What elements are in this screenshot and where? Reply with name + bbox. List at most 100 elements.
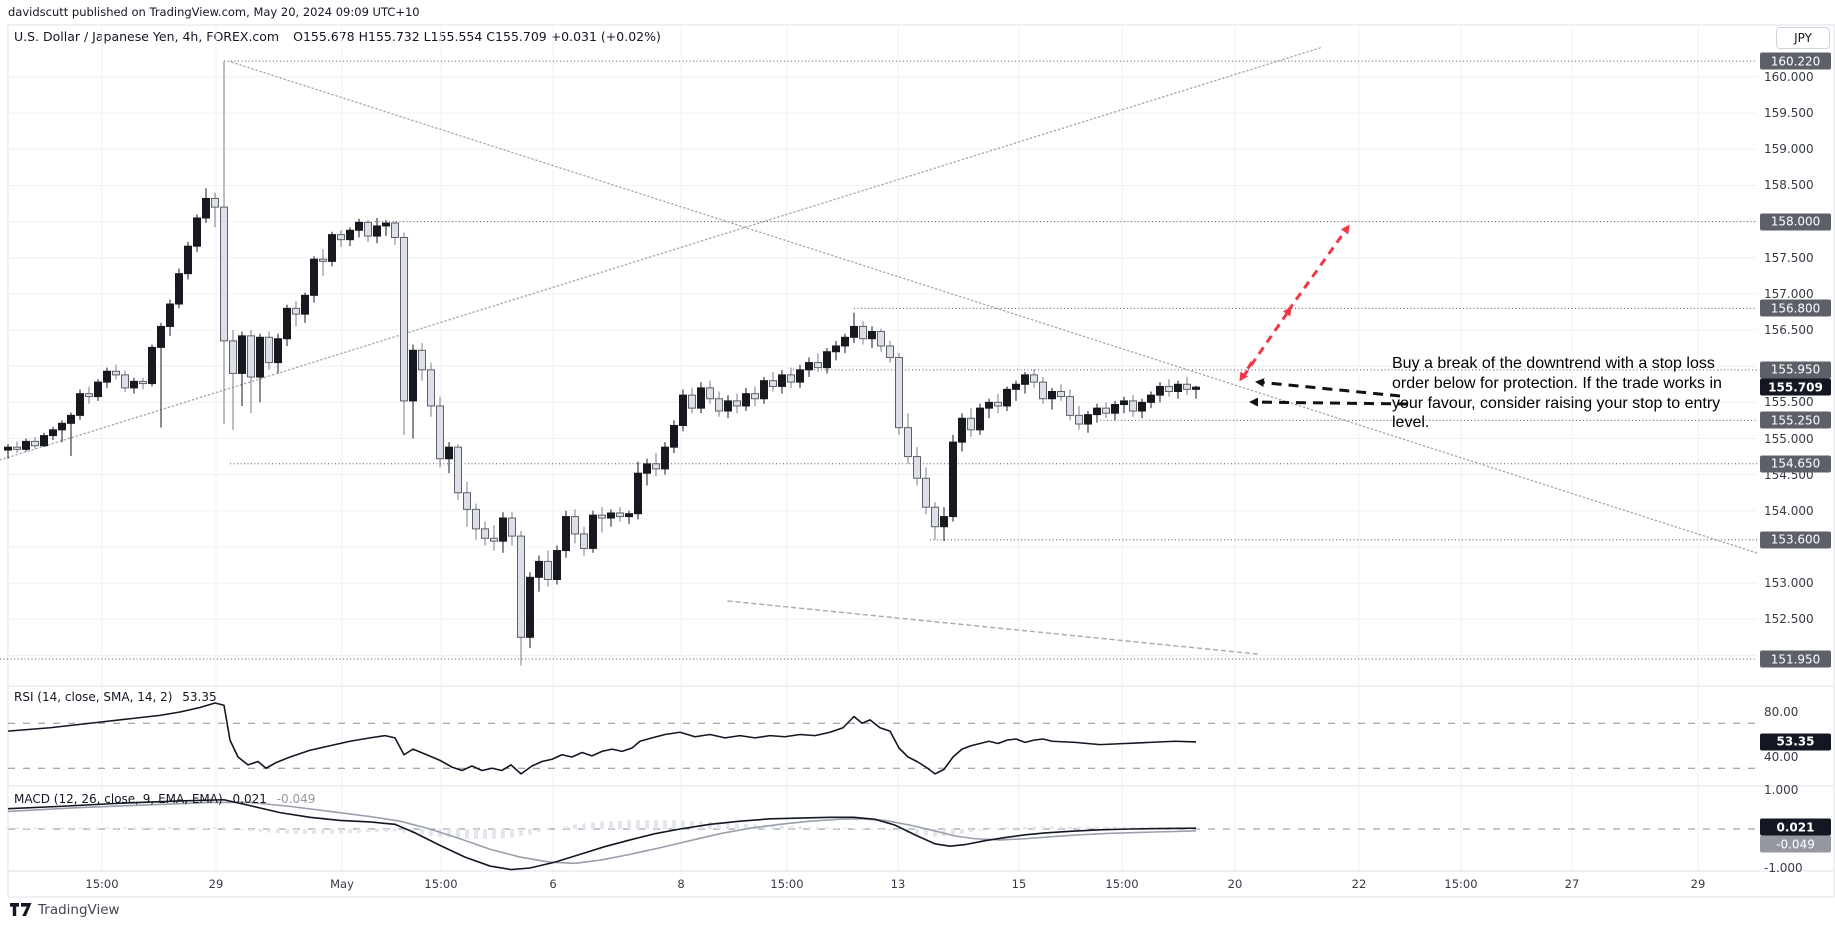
rsi-line <box>7 702 1197 775</box>
entry-stop-pointer-arrow <box>1249 397 1409 407</box>
price-level-badge: 155.950 <box>1760 361 1831 379</box>
candle <box>652 452 660 477</box>
candle <box>130 377 138 394</box>
currency-toggle-button[interactable]: JPY <box>1776 27 1830 49</box>
candle <box>787 367 795 388</box>
candle <box>697 382 705 414</box>
candle <box>1084 411 1092 433</box>
candle <box>337 230 345 247</box>
trendline-downtrend <box>227 60 1758 554</box>
time-axis-label: 8 <box>677 877 685 891</box>
candle <box>445 442 453 474</box>
candle <box>769 371 777 392</box>
candle <box>850 312 858 344</box>
candle <box>184 241 192 280</box>
drawing-arrows[interactable] <box>1239 224 1409 407</box>
candle <box>247 330 255 414</box>
tradingview-logo-icon <box>10 903 32 916</box>
candle <box>922 467 930 515</box>
price-axis-label: 156.500 <box>1764 323 1814 338</box>
rsi-pane <box>7 702 1757 775</box>
candle <box>778 369 786 394</box>
time-axis-label: 22 <box>1351 877 1367 891</box>
symbol-header[interactable]: U.S. Dollar / Japanese Yen, 4h, FOREX.co… <box>14 29 661 44</box>
macd-signal-value: -0.049 <box>276 792 316 806</box>
candle <box>364 220 372 242</box>
candle <box>310 256 318 303</box>
candle <box>391 221 399 245</box>
candle <box>733 393 741 414</box>
candle <box>409 344 417 439</box>
candle <box>1165 379 1173 397</box>
trade-note[interactable]: Buy a break of the downtrend with a stop… <box>1392 355 1722 432</box>
candle <box>904 413 912 464</box>
price-axis-label: 160.000 <box>1764 70 1814 84</box>
candle <box>436 396 444 468</box>
publish-info: davidscutt published on TradingView.com,… <box>8 5 420 19</box>
price-level-lines[interactable] <box>0 60 1757 660</box>
candle <box>913 447 921 486</box>
candle <box>715 391 723 417</box>
candle <box>877 328 885 352</box>
time-axis-label: 6 <box>549 877 557 891</box>
candle <box>427 362 435 417</box>
candle <box>22 438 30 452</box>
candle <box>796 364 804 388</box>
time-axis-label: 15:00 <box>424 877 458 891</box>
candle <box>1021 371 1029 394</box>
ohlc-values: O155.678 H155.732 L155.554 C155.709 +0.0… <box>293 29 661 44</box>
candle <box>1183 377 1191 396</box>
trendlines[interactable] <box>0 46 1758 655</box>
candle <box>166 299 174 336</box>
candle <box>472 503 480 540</box>
price-axis-label: 153.000 <box>1764 576 1814 591</box>
candle <box>1057 384 1065 401</box>
candle <box>1048 387 1056 410</box>
candle <box>706 380 714 404</box>
entry-stop-pointer-arrow <box>1255 378 1401 398</box>
price-axis-label: 154.000 <box>1764 503 1814 518</box>
current-price-badge: 155.709 <box>1760 378 1831 396</box>
symbol-title: U.S. Dollar / Japanese Yen, 4h, FOREX.co… <box>14 29 280 44</box>
macd-axis-label: 1.000 <box>1764 783 1799 797</box>
candle <box>931 502 939 540</box>
gridlines <box>9 26 1757 871</box>
candle <box>985 398 993 419</box>
price-level-badge: 154.650 <box>1760 455 1831 473</box>
candle <box>499 512 507 553</box>
macd-axis-label: -1.000 <box>1764 861 1803 875</box>
candle <box>886 340 894 363</box>
candle <box>868 326 876 349</box>
candle <box>175 268 183 309</box>
candle <box>967 408 975 438</box>
candle <box>148 344 156 387</box>
macd-signal-badge: -0.049 <box>1760 835 1831 853</box>
rsi-value-badge: 53.35 <box>1760 733 1831 751</box>
candle <box>139 377 147 390</box>
candle <box>1147 391 1155 409</box>
rsi-axis-label: 40.00 <box>1764 750 1799 764</box>
rsi-title: RSI (14, close, SMA, 14, 2) <box>14 690 173 704</box>
candle <box>679 389 687 432</box>
candle <box>1030 369 1038 388</box>
macd-signal-line <box>7 801 1197 865</box>
candle <box>1138 398 1146 419</box>
candle <box>85 386 93 404</box>
price-level-badge: 160.220 <box>1760 52 1831 70</box>
candle <box>553 545 561 585</box>
candle <box>31 437 39 449</box>
tradingview-brand[interactable]: TradingView <box>10 902 120 918</box>
candle <box>805 357 813 378</box>
candle <box>634 461 642 520</box>
candle <box>1075 405 1083 430</box>
candle <box>1120 396 1128 414</box>
candle <box>328 231 336 267</box>
macd-header[interactable]: MACD (12, 26, close, 9, EMA, EMA) 0.021 … <box>14 792 315 806</box>
rsi-header[interactable]: RSI (14, close, SMA, 14, 2) 53.35 <box>14 690 217 704</box>
candle <box>229 330 237 430</box>
candle <box>94 379 102 401</box>
macd-title: MACD (12, 26, close, 9, EMA, EMA) <box>14 792 223 806</box>
time-axis-label: 15:00 <box>85 877 119 891</box>
price-level-badge: 153.600 <box>1760 531 1831 549</box>
